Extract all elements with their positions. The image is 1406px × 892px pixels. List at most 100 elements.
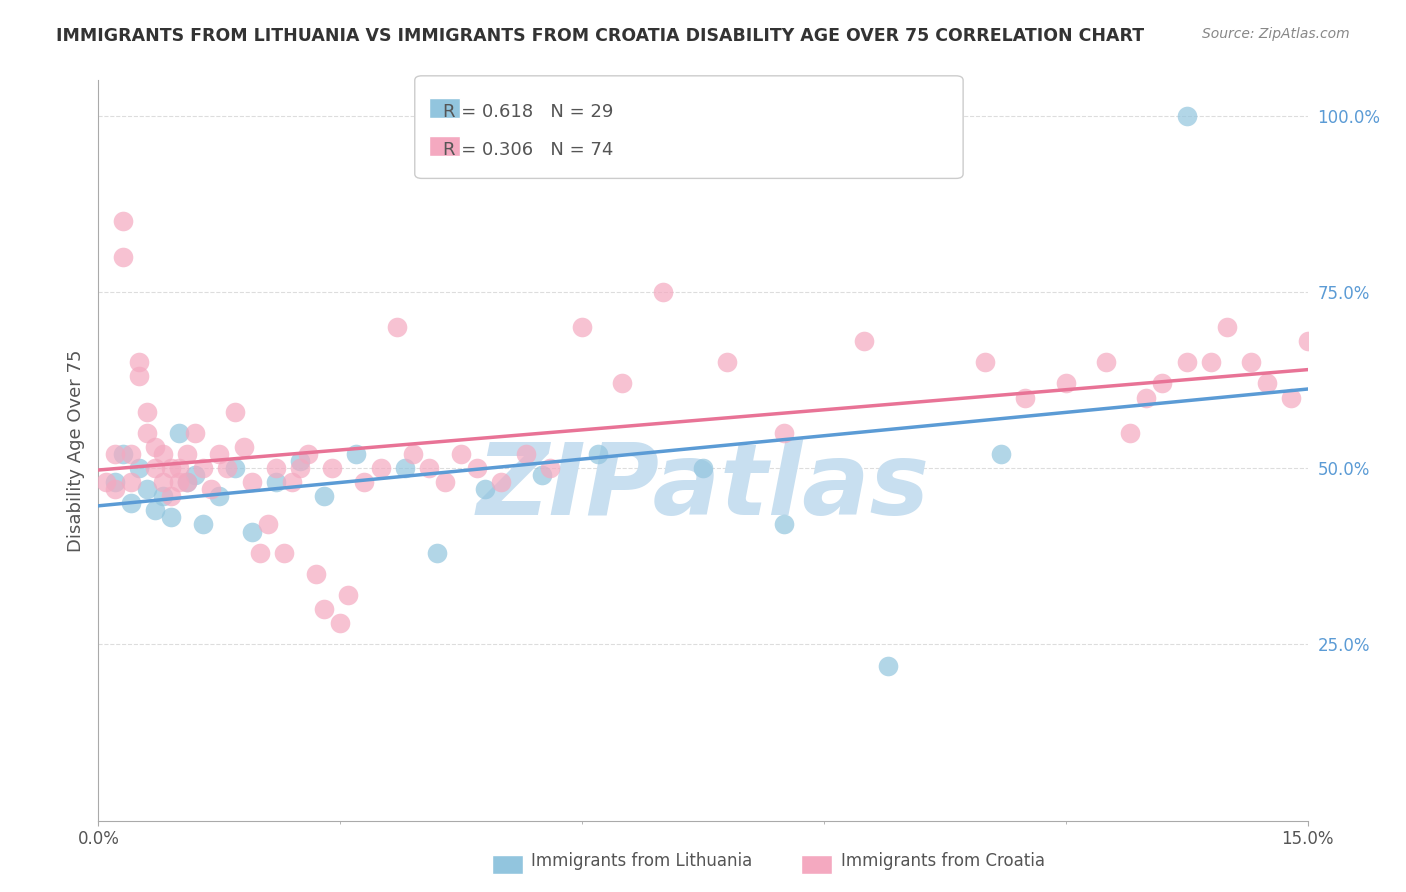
Point bbox=[297, 447, 319, 461]
Point bbox=[135, 425, 157, 440]
Text: Source: ZipAtlas.com: Source: ZipAtlas.com bbox=[1202, 27, 1350, 41]
Point bbox=[103, 482, 125, 496]
Text: IMMIGRANTS FROM LITHUANIA VS IMMIGRANTS FROM CROATIA DISABILITY AGE OVER 75 CORR: IMMIGRANTS FROM LITHUANIA VS IMMIGRANTS … bbox=[56, 27, 1144, 45]
Point bbox=[1240, 355, 1263, 369]
Point bbox=[990, 447, 1012, 461]
Point bbox=[128, 355, 150, 369]
Point bbox=[135, 482, 157, 496]
Point bbox=[111, 250, 134, 264]
Point bbox=[772, 517, 794, 532]
Point bbox=[1135, 391, 1157, 405]
Point bbox=[160, 510, 183, 524]
Point bbox=[152, 489, 174, 503]
Point bbox=[450, 447, 472, 461]
Point bbox=[1175, 355, 1198, 369]
Point bbox=[716, 355, 738, 369]
Point bbox=[571, 320, 593, 334]
Point bbox=[1296, 334, 1319, 348]
Text: Immigrants from Lithuania: Immigrants from Lithuania bbox=[531, 852, 752, 870]
Point bbox=[329, 616, 352, 631]
Point bbox=[434, 475, 457, 490]
Point bbox=[176, 475, 198, 490]
Point bbox=[143, 461, 166, 475]
Point bbox=[103, 475, 125, 490]
Point bbox=[217, 461, 239, 475]
Point bbox=[120, 447, 142, 461]
Point bbox=[1054, 376, 1077, 391]
Point bbox=[538, 461, 561, 475]
Point bbox=[224, 461, 246, 475]
Point bbox=[1256, 376, 1278, 391]
Text: R = 0.618   N = 29: R = 0.618 N = 29 bbox=[443, 103, 613, 120]
Point bbox=[1175, 109, 1198, 123]
Point bbox=[152, 475, 174, 490]
Point bbox=[1199, 355, 1222, 369]
Point bbox=[402, 447, 425, 461]
Point bbox=[1119, 425, 1142, 440]
Point bbox=[877, 658, 900, 673]
Point bbox=[232, 440, 254, 454]
Point bbox=[344, 447, 367, 461]
Point bbox=[184, 468, 207, 483]
Point bbox=[249, 546, 271, 560]
Point bbox=[1152, 376, 1174, 391]
Point bbox=[135, 405, 157, 419]
Point bbox=[651, 285, 673, 299]
Point bbox=[167, 461, 190, 475]
Point bbox=[314, 602, 336, 616]
Point bbox=[184, 425, 207, 440]
Point bbox=[530, 468, 553, 483]
Point bbox=[853, 334, 876, 348]
Point bbox=[120, 496, 142, 510]
Text: Immigrants from Croatia: Immigrants from Croatia bbox=[841, 852, 1045, 870]
Point bbox=[337, 588, 360, 602]
Point bbox=[224, 405, 246, 419]
Point bbox=[208, 447, 231, 461]
Point bbox=[264, 461, 287, 475]
Y-axis label: Disability Age Over 75: Disability Age Over 75 bbox=[66, 349, 84, 552]
Point bbox=[385, 320, 408, 334]
Point bbox=[264, 475, 287, 490]
Point bbox=[240, 524, 263, 539]
Point bbox=[288, 454, 311, 468]
Point bbox=[96, 475, 118, 490]
Point bbox=[353, 475, 375, 490]
Point bbox=[491, 475, 513, 490]
Point bbox=[281, 475, 304, 490]
Point bbox=[288, 461, 311, 475]
Point bbox=[772, 425, 794, 440]
Point bbox=[1312, 376, 1334, 391]
Point bbox=[120, 475, 142, 490]
Point bbox=[143, 440, 166, 454]
Point bbox=[321, 461, 343, 475]
Point bbox=[160, 489, 183, 503]
Point bbox=[200, 482, 222, 496]
Point bbox=[515, 447, 537, 461]
Point bbox=[240, 475, 263, 490]
Point bbox=[1281, 391, 1303, 405]
Point bbox=[273, 546, 295, 560]
Point bbox=[111, 447, 134, 461]
Point bbox=[974, 355, 997, 369]
Point bbox=[111, 214, 134, 228]
Point bbox=[474, 482, 496, 496]
Point bbox=[305, 566, 328, 581]
Point bbox=[167, 475, 190, 490]
Point bbox=[167, 425, 190, 440]
Point bbox=[176, 447, 198, 461]
Point bbox=[612, 376, 634, 391]
Point bbox=[426, 546, 449, 560]
Point bbox=[1014, 391, 1036, 405]
Point bbox=[193, 461, 215, 475]
Text: ZIPatlas: ZIPatlas bbox=[477, 439, 929, 536]
Point bbox=[128, 369, 150, 384]
Text: R = 0.306   N = 74: R = 0.306 N = 74 bbox=[443, 141, 613, 159]
Point bbox=[418, 461, 440, 475]
Point bbox=[465, 461, 488, 475]
Point bbox=[394, 461, 416, 475]
Point bbox=[1337, 391, 1360, 405]
Point bbox=[370, 461, 392, 475]
Point bbox=[128, 461, 150, 475]
Point bbox=[1216, 320, 1239, 334]
Point bbox=[1095, 355, 1118, 369]
